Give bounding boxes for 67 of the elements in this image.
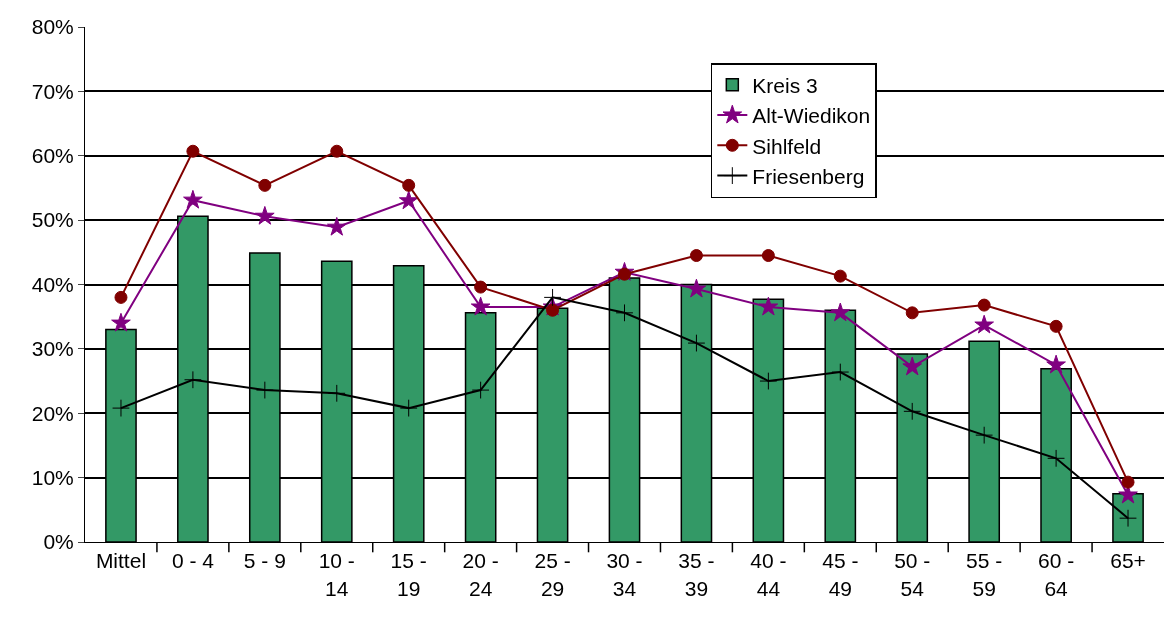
point: [258, 178, 272, 192]
x-tick-label: 55 - 59: [966, 549, 1003, 600]
point: [1047, 449, 1065, 468]
point: [1049, 319, 1063, 333]
legend-label: Friesenberg: [752, 164, 865, 188]
x-tick-label: 5 - 9: [243, 549, 286, 573]
x-tick-label: Mittel: [95, 549, 147, 573]
point: [975, 426, 994, 445]
point: [758, 296, 779, 316]
point: [399, 399, 418, 417]
x-tick-label: 35 - 39: [678, 549, 715, 600]
x-tick-label: 20 - 24: [462, 549, 499, 600]
x-tick-label: 60 - 64: [1038, 549, 1075, 600]
point: [759, 372, 778, 390]
point: [327, 384, 346, 403]
point: [255, 205, 275, 225]
point: [111, 312, 131, 332]
point: [615, 303, 634, 322]
point: [112, 399, 130, 417]
x-tick-label: 45 - 49: [822, 549, 859, 600]
point: [905, 306, 919, 320]
y-tick-label: 20%: [31, 401, 74, 425]
x-tick-label: 40 - 44: [750, 549, 787, 600]
point: [761, 249, 775, 263]
point: [183, 189, 203, 209]
point: [686, 278, 707, 298]
point: [977, 298, 991, 312]
point: [833, 269, 847, 283]
legend-label: Kreis 3: [752, 73, 818, 97]
point: [402, 178, 416, 192]
y-tick-label: 50%: [31, 208, 74, 232]
legend-label: Sihlfeld: [752, 134, 822, 158]
y-tick-label: 60%: [31, 144, 74, 168]
y-tick-label: 80%: [31, 15, 74, 39]
point: [330, 144, 344, 158]
point: [974, 314, 994, 334]
x-tick-label: 25 - 29: [534, 549, 571, 600]
point: [114, 290, 128, 304]
point: [831, 363, 850, 381]
point: [326, 216, 347, 236]
point: [398, 190, 419, 210]
point: [471, 381, 490, 399]
point: [689, 249, 703, 263]
x-tick-label: 10 - 14: [318, 549, 355, 600]
point: [186, 144, 200, 158]
x-tick-label: 15 - 19: [390, 549, 427, 600]
x-tick-label: 65+: [1110, 549, 1146, 573]
x-tick-label: 0 - 4: [171, 549, 215, 573]
point: [184, 370, 202, 389]
point: [470, 296, 491, 316]
y-tick-label: 10%: [31, 465, 74, 489]
legend-label: Alt-Wiedikon: [752, 104, 871, 128]
point: [255, 381, 274, 399]
point: [1046, 354, 1066, 374]
point: [474, 280, 488, 294]
point: [902, 356, 923, 376]
y-tick-label: 30%: [31, 337, 74, 361]
y-tick-label: 70%: [31, 79, 74, 103]
x-tick-label: 50 - 54: [894, 549, 931, 600]
x-tick-label: 30 - 34: [606, 549, 643, 600]
point: [687, 334, 706, 352]
point: [543, 288, 562, 307]
point: [903, 402, 922, 421]
y-tick-label: 40%: [31, 272, 74, 296]
point: [1121, 475, 1135, 489]
point: [830, 302, 851, 322]
y-tick-label: 0%: [43, 530, 74, 554]
